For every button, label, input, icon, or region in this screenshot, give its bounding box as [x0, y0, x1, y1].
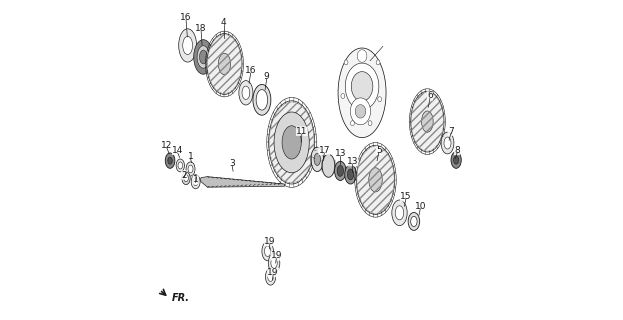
Ellipse shape [454, 156, 459, 164]
Ellipse shape [256, 90, 268, 110]
Ellipse shape [314, 153, 320, 165]
Text: FR.: FR. [172, 292, 189, 303]
Ellipse shape [183, 36, 193, 55]
Text: 13: 13 [347, 157, 358, 166]
Text: 5: 5 [376, 146, 381, 155]
Ellipse shape [392, 200, 407, 226]
Text: 12: 12 [161, 141, 173, 150]
Text: 19: 19 [267, 268, 279, 277]
Ellipse shape [274, 112, 309, 173]
Ellipse shape [191, 175, 200, 189]
Ellipse shape [451, 152, 461, 168]
Text: 1: 1 [188, 152, 193, 161]
Ellipse shape [322, 154, 335, 177]
Ellipse shape [176, 159, 184, 172]
Ellipse shape [369, 168, 383, 192]
Ellipse shape [182, 172, 190, 185]
Ellipse shape [199, 50, 207, 64]
Ellipse shape [337, 165, 343, 176]
Text: 17: 17 [318, 146, 330, 155]
Ellipse shape [207, 34, 242, 94]
Ellipse shape [378, 97, 381, 102]
Ellipse shape [395, 206, 404, 220]
Ellipse shape [345, 63, 379, 110]
Ellipse shape [184, 175, 188, 182]
Ellipse shape [271, 258, 277, 268]
Text: 18: 18 [196, 24, 207, 33]
Text: 1: 1 [193, 175, 199, 184]
Ellipse shape [168, 157, 173, 164]
Ellipse shape [218, 53, 231, 75]
Ellipse shape [178, 162, 183, 169]
Text: 13: 13 [335, 149, 346, 158]
Ellipse shape [253, 84, 271, 115]
Ellipse shape [188, 165, 193, 173]
Ellipse shape [368, 121, 372, 126]
Ellipse shape [268, 272, 273, 281]
Ellipse shape [408, 212, 420, 230]
Text: 19: 19 [270, 252, 282, 260]
Ellipse shape [341, 93, 345, 99]
Text: 3: 3 [229, 159, 235, 168]
Ellipse shape [344, 60, 348, 65]
Text: 9: 9 [264, 72, 270, 81]
Ellipse shape [283, 128, 300, 157]
Polygon shape [338, 48, 386, 138]
Ellipse shape [351, 72, 373, 101]
Ellipse shape [269, 101, 315, 184]
Ellipse shape [355, 105, 366, 118]
Ellipse shape [186, 162, 195, 176]
Ellipse shape [350, 98, 371, 125]
Ellipse shape [357, 50, 367, 62]
Text: 16: 16 [245, 66, 257, 75]
Text: 8: 8 [454, 146, 460, 155]
Ellipse shape [376, 60, 380, 65]
Text: 15: 15 [400, 192, 412, 201]
Ellipse shape [193, 178, 198, 186]
Ellipse shape [441, 132, 454, 154]
Text: 6: 6 [427, 92, 433, 100]
Ellipse shape [351, 121, 354, 126]
Ellipse shape [311, 147, 324, 172]
Ellipse shape [242, 86, 250, 100]
Ellipse shape [345, 165, 356, 184]
Ellipse shape [194, 40, 213, 74]
Ellipse shape [265, 246, 271, 257]
Ellipse shape [239, 81, 253, 105]
Ellipse shape [179, 29, 197, 62]
Text: 10: 10 [414, 202, 426, 211]
Ellipse shape [265, 268, 275, 285]
Text: 19: 19 [264, 237, 275, 246]
Text: 14: 14 [172, 146, 183, 155]
Text: 16: 16 [180, 13, 192, 22]
Ellipse shape [282, 126, 302, 159]
Ellipse shape [335, 161, 346, 180]
Text: 2: 2 [181, 171, 187, 180]
Text: 7: 7 [448, 127, 454, 136]
Ellipse shape [348, 169, 354, 180]
Ellipse shape [411, 91, 444, 152]
Ellipse shape [262, 242, 273, 261]
Text: 11: 11 [296, 127, 308, 136]
Polygon shape [200, 177, 285, 187]
Ellipse shape [165, 153, 175, 168]
Ellipse shape [356, 145, 395, 214]
Ellipse shape [411, 216, 417, 227]
Ellipse shape [197, 46, 209, 68]
Text: 4: 4 [221, 18, 226, 27]
Ellipse shape [269, 253, 280, 273]
Ellipse shape [444, 137, 451, 149]
Ellipse shape [422, 111, 433, 132]
